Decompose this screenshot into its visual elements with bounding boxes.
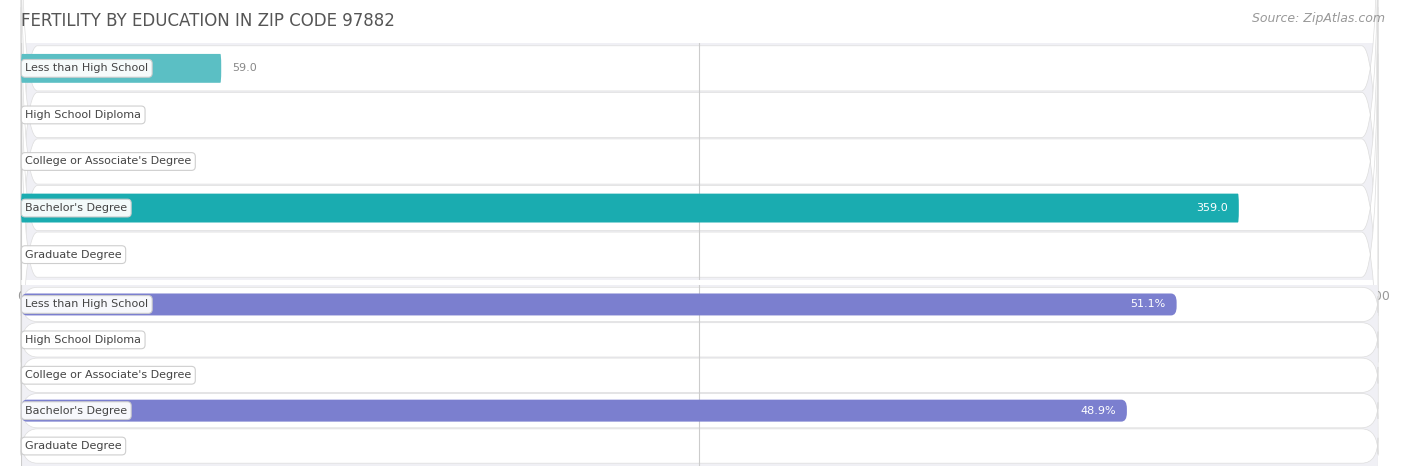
Text: High School Diploma: High School Diploma — [25, 110, 141, 120]
FancyBboxPatch shape — [21, 323, 1378, 357]
FancyBboxPatch shape — [21, 287, 1378, 322]
Text: 359.0: 359.0 — [1197, 203, 1227, 213]
FancyBboxPatch shape — [21, 7, 1378, 409]
Text: 0.0%: 0.0% — [32, 335, 60, 345]
Text: Bachelor's Degree: Bachelor's Degree — [25, 203, 128, 213]
Text: Less than High School: Less than High School — [25, 63, 148, 73]
Text: 48.9%: 48.9% — [1080, 406, 1116, 416]
FancyBboxPatch shape — [21, 0, 1378, 269]
FancyBboxPatch shape — [21, 0, 1378, 316]
FancyBboxPatch shape — [21, 54, 221, 83]
FancyBboxPatch shape — [21, 194, 1239, 222]
FancyBboxPatch shape — [21, 358, 1378, 392]
Text: FERTILITY BY EDUCATION IN ZIP CODE 97882: FERTILITY BY EDUCATION IN ZIP CODE 97882 — [21, 12, 395, 30]
Text: 0.0%: 0.0% — [32, 370, 60, 380]
Text: High School Diploma: High School Diploma — [25, 335, 141, 345]
Text: Source: ZipAtlas.com: Source: ZipAtlas.com — [1251, 12, 1385, 25]
Text: College or Associate's Degree: College or Associate's Degree — [25, 156, 191, 167]
FancyBboxPatch shape — [21, 0, 1378, 362]
Text: Graduate Degree: Graduate Degree — [25, 441, 122, 451]
FancyBboxPatch shape — [21, 294, 1177, 315]
Text: Less than High School: Less than High School — [25, 299, 148, 310]
Text: 0.0: 0.0 — [32, 110, 49, 120]
FancyBboxPatch shape — [21, 54, 1378, 456]
FancyBboxPatch shape — [21, 399, 1126, 422]
Text: 51.1%: 51.1% — [1130, 299, 1166, 310]
Text: 0.0%: 0.0% — [32, 441, 60, 451]
Text: 0.0: 0.0 — [32, 156, 49, 167]
Text: Graduate Degree: Graduate Degree — [25, 250, 122, 260]
Text: 0.0: 0.0 — [32, 250, 49, 260]
Text: Bachelor's Degree: Bachelor's Degree — [25, 406, 128, 416]
FancyBboxPatch shape — [21, 393, 1378, 428]
Text: College or Associate's Degree: College or Associate's Degree — [25, 370, 191, 380]
Text: 59.0: 59.0 — [232, 63, 257, 73]
FancyBboxPatch shape — [21, 429, 1378, 463]
